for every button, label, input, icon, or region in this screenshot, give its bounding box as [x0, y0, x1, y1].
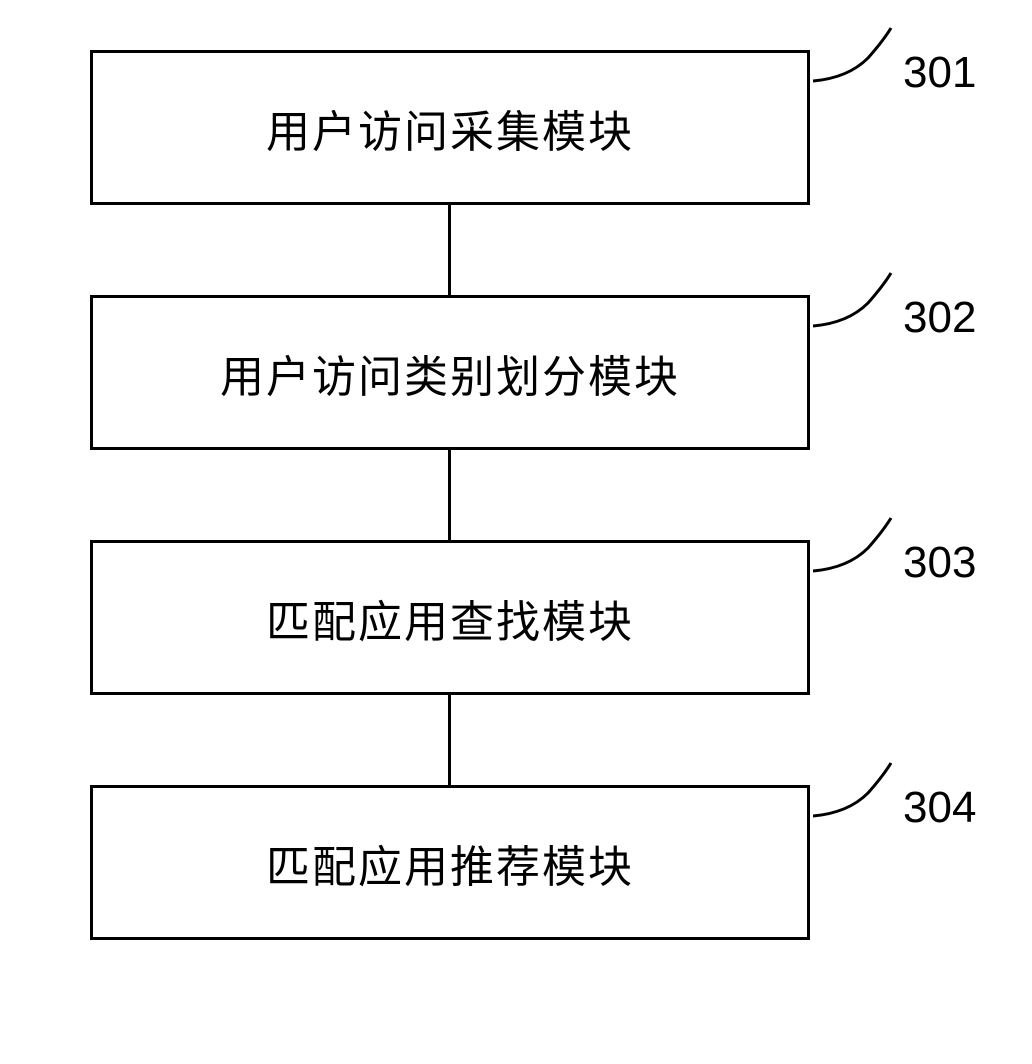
flowchart-block-304: 匹配应用推荐模块 304: [90, 785, 810, 940]
flowchart-connector: [448, 695, 451, 785]
flowchart-diagram: 用户访问采集模块 301 用户访问类别划分模块 302 匹配应用查找模块 303: [90, 50, 940, 940]
leader-curve-icon: [813, 268, 903, 368]
block-label: 匹配应用推荐模块: [266, 831, 634, 895]
block-label: 用户访问类别划分模块: [220, 341, 680, 405]
flowchart-block-303: 匹配应用查找模块 303: [90, 540, 810, 695]
flowchart-block-301: 用户访问采集模块 301: [90, 50, 810, 205]
flowchart-block-302: 用户访问类别划分模块 302: [90, 295, 810, 450]
leader-curve-icon: [813, 758, 903, 858]
leader-curve-icon: [813, 23, 903, 123]
block-label: 用户访问采集模块: [266, 96, 634, 160]
block-number: 302: [903, 293, 976, 343]
leader-curve-icon: [813, 513, 903, 613]
block-number-label: 302: [813, 268, 976, 368]
block-number-label: 303: [813, 513, 976, 613]
block-number-label: 304: [813, 758, 976, 858]
block-number: 303: [903, 538, 976, 588]
block-label: 匹配应用查找模块: [266, 586, 634, 650]
block-number: 304: [903, 783, 976, 833]
flowchart-connector: [448, 450, 451, 540]
block-number: 301: [903, 48, 976, 98]
block-number-label: 301: [813, 23, 976, 123]
flowchart-connector: [448, 205, 451, 295]
